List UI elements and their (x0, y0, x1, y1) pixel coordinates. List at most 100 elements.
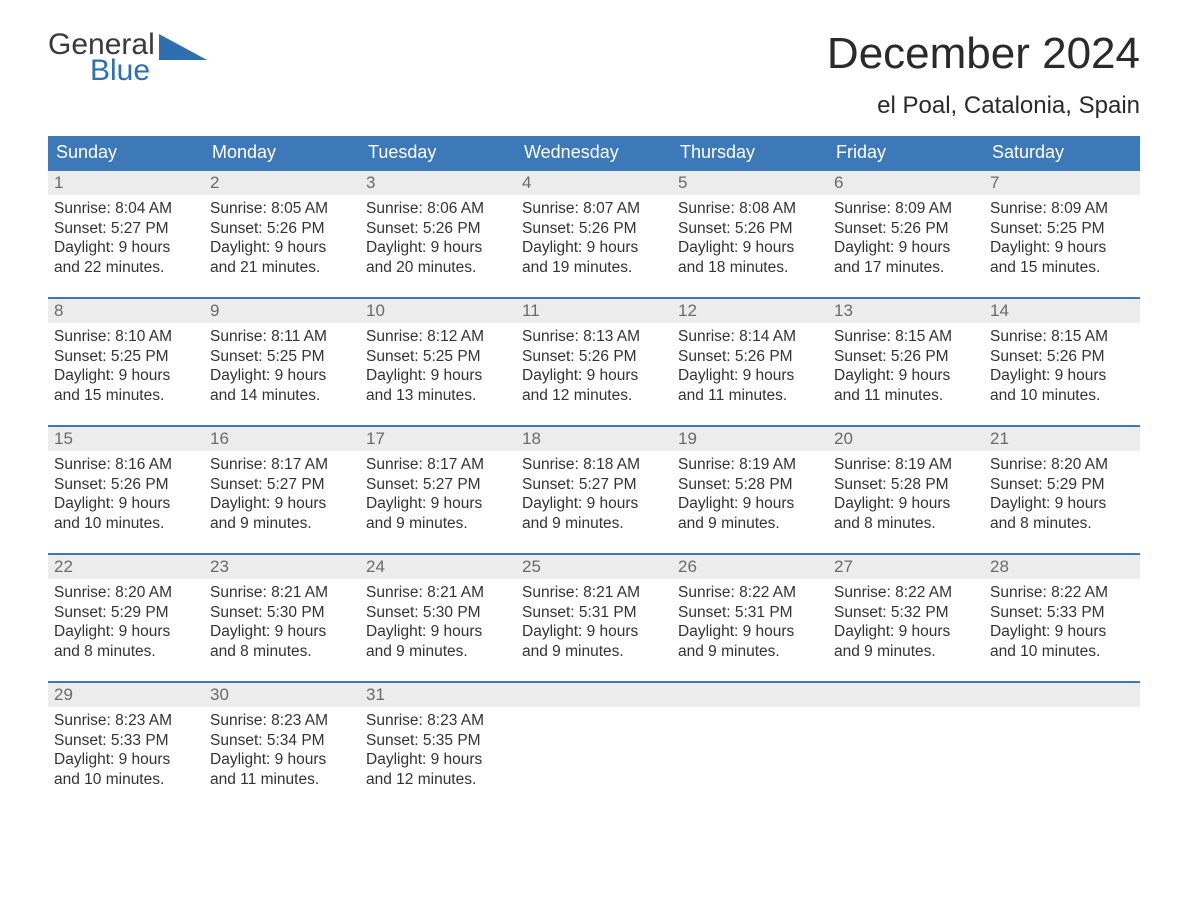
logo-text: General Blue (48, 30, 155, 86)
day-cell (516, 683, 672, 795)
day-cell: 15Sunrise: 8:16 AMSunset: 5:26 PMDayligh… (48, 427, 204, 539)
day-number-empty (672, 683, 828, 707)
day-cell: 2Sunrise: 8:05 AMSunset: 5:26 PMDaylight… (204, 171, 360, 283)
day-cell: 29Sunrise: 8:23 AMSunset: 5:33 PMDayligh… (48, 683, 204, 795)
day-header-friday: Friday (828, 136, 984, 169)
day-cell: 19Sunrise: 8:19 AMSunset: 5:28 PMDayligh… (672, 427, 828, 539)
day-number: 14 (984, 299, 1140, 323)
day-number: 3 (360, 171, 516, 195)
day-cell: 16Sunrise: 8:17 AMSunset: 5:27 PMDayligh… (204, 427, 360, 539)
day-cell: 30Sunrise: 8:23 AMSunset: 5:34 PMDayligh… (204, 683, 360, 795)
week-row: 15Sunrise: 8:16 AMSunset: 5:26 PMDayligh… (48, 425, 1140, 539)
day-cell: 28Sunrise: 8:22 AMSunset: 5:33 PMDayligh… (984, 555, 1140, 667)
day-cell: 3Sunrise: 8:06 AMSunset: 5:26 PMDaylight… (360, 171, 516, 283)
day-header-monday: Monday (204, 136, 360, 169)
day-body: Sunrise: 8:15 AMSunset: 5:26 PMDaylight:… (828, 323, 984, 411)
day-number: 31 (360, 683, 516, 707)
day-number: 10 (360, 299, 516, 323)
day-number: 6 (828, 171, 984, 195)
day-cell: 24Sunrise: 8:21 AMSunset: 5:30 PMDayligh… (360, 555, 516, 667)
day-body: Sunrise: 8:23 AMSunset: 5:34 PMDaylight:… (204, 707, 360, 795)
day-header-sunday: Sunday (48, 136, 204, 169)
day-cell: 17Sunrise: 8:17 AMSunset: 5:27 PMDayligh… (360, 427, 516, 539)
week-row: 29Sunrise: 8:23 AMSunset: 5:33 PMDayligh… (48, 681, 1140, 795)
day-body: Sunrise: 8:20 AMSunset: 5:29 PMDaylight:… (48, 579, 204, 667)
month-title: December 2024 (827, 30, 1140, 78)
day-number: 18 (516, 427, 672, 451)
week-row: 8Sunrise: 8:10 AMSunset: 5:25 PMDaylight… (48, 297, 1140, 411)
day-body: Sunrise: 8:06 AMSunset: 5:26 PMDaylight:… (360, 195, 516, 283)
day-body: Sunrise: 8:10 AMSunset: 5:25 PMDaylight:… (48, 323, 204, 411)
day-cell: 14Sunrise: 8:15 AMSunset: 5:26 PMDayligh… (984, 299, 1140, 411)
day-cell: 11Sunrise: 8:13 AMSunset: 5:26 PMDayligh… (516, 299, 672, 411)
day-cell: 9Sunrise: 8:11 AMSunset: 5:25 PMDaylight… (204, 299, 360, 411)
day-header-saturday: Saturday (984, 136, 1140, 169)
day-number: 29 (48, 683, 204, 707)
day-number: 26 (672, 555, 828, 579)
day-number: 23 (204, 555, 360, 579)
week-row: 1Sunrise: 8:04 AMSunset: 5:27 PMDaylight… (48, 169, 1140, 283)
day-cell: 8Sunrise: 8:10 AMSunset: 5:25 PMDaylight… (48, 299, 204, 411)
day-number: 17 (360, 427, 516, 451)
day-cell: 5Sunrise: 8:08 AMSunset: 5:26 PMDaylight… (672, 171, 828, 283)
day-body: Sunrise: 8:18 AMSunset: 5:27 PMDaylight:… (516, 451, 672, 539)
day-cell: 20Sunrise: 8:19 AMSunset: 5:28 PMDayligh… (828, 427, 984, 539)
day-cell: 23Sunrise: 8:21 AMSunset: 5:30 PMDayligh… (204, 555, 360, 667)
day-body: Sunrise: 8:11 AMSunset: 5:25 PMDaylight:… (204, 323, 360, 411)
day-number: 24 (360, 555, 516, 579)
day-body: Sunrise: 8:19 AMSunset: 5:28 PMDaylight:… (672, 451, 828, 539)
day-body: Sunrise: 8:08 AMSunset: 5:26 PMDaylight:… (672, 195, 828, 283)
day-number: 15 (48, 427, 204, 451)
day-number: 19 (672, 427, 828, 451)
day-number: 16 (204, 427, 360, 451)
location: el Poal, Catalonia, Spain (827, 92, 1140, 120)
day-body: Sunrise: 8:20 AMSunset: 5:29 PMDaylight:… (984, 451, 1140, 539)
day-body: Sunrise: 8:17 AMSunset: 5:27 PMDaylight:… (360, 451, 516, 539)
day-number: 2 (204, 171, 360, 195)
logo-text-bottom: Blue (90, 56, 155, 86)
day-header-thursday: Thursday (672, 136, 828, 169)
day-body: Sunrise: 8:04 AMSunset: 5:27 PMDaylight:… (48, 195, 204, 283)
day-cell (828, 683, 984, 795)
header: General Blue December 2024 el Poal, Cata… (48, 30, 1140, 120)
day-cell: 26Sunrise: 8:22 AMSunset: 5:31 PMDayligh… (672, 555, 828, 667)
day-body: Sunrise: 8:21 AMSunset: 5:30 PMDaylight:… (360, 579, 516, 667)
day-body: Sunrise: 8:05 AMSunset: 5:26 PMDaylight:… (204, 195, 360, 283)
day-header-row: Sunday Monday Tuesday Wednesday Thursday… (48, 136, 1140, 169)
day-number: 7 (984, 171, 1140, 195)
day-cell: 7Sunrise: 8:09 AMSunset: 5:25 PMDaylight… (984, 171, 1140, 283)
day-number: 22 (48, 555, 204, 579)
day-number: 27 (828, 555, 984, 579)
day-body: Sunrise: 8:22 AMSunset: 5:31 PMDaylight:… (672, 579, 828, 667)
day-cell: 18Sunrise: 8:18 AMSunset: 5:27 PMDayligh… (516, 427, 672, 539)
day-number: 12 (672, 299, 828, 323)
day-cell: 27Sunrise: 8:22 AMSunset: 5:32 PMDayligh… (828, 555, 984, 667)
day-body: Sunrise: 8:22 AMSunset: 5:32 PMDaylight:… (828, 579, 984, 667)
day-cell: 25Sunrise: 8:21 AMSunset: 5:31 PMDayligh… (516, 555, 672, 667)
day-body: Sunrise: 8:19 AMSunset: 5:28 PMDaylight:… (828, 451, 984, 539)
logo: General Blue (48, 30, 207, 86)
day-number: 20 (828, 427, 984, 451)
day-number: 1 (48, 171, 204, 195)
day-body: Sunrise: 8:09 AMSunset: 5:26 PMDaylight:… (828, 195, 984, 283)
day-number: 13 (828, 299, 984, 323)
day-number: 25 (516, 555, 672, 579)
day-number: 5 (672, 171, 828, 195)
day-body: Sunrise: 8:21 AMSunset: 5:30 PMDaylight:… (204, 579, 360, 667)
day-body: Sunrise: 8:13 AMSunset: 5:26 PMDaylight:… (516, 323, 672, 411)
day-body: Sunrise: 8:09 AMSunset: 5:25 PMDaylight:… (984, 195, 1140, 283)
day-number: 30 (204, 683, 360, 707)
day-body: Sunrise: 8:17 AMSunset: 5:27 PMDaylight:… (204, 451, 360, 539)
day-body: Sunrise: 8:15 AMSunset: 5:26 PMDaylight:… (984, 323, 1140, 411)
day-number-empty (516, 683, 672, 707)
day-header-wednesday: Wednesday (516, 136, 672, 169)
day-body: Sunrise: 8:23 AMSunset: 5:33 PMDaylight:… (48, 707, 204, 795)
day-number: 11 (516, 299, 672, 323)
day-header-tuesday: Tuesday (360, 136, 516, 169)
logo-triangle-icon (159, 34, 207, 60)
day-cell: 1Sunrise: 8:04 AMSunset: 5:27 PMDaylight… (48, 171, 204, 283)
day-cell: 4Sunrise: 8:07 AMSunset: 5:26 PMDaylight… (516, 171, 672, 283)
day-number: 28 (984, 555, 1140, 579)
day-number: 9 (204, 299, 360, 323)
day-cell: 21Sunrise: 8:20 AMSunset: 5:29 PMDayligh… (984, 427, 1140, 539)
